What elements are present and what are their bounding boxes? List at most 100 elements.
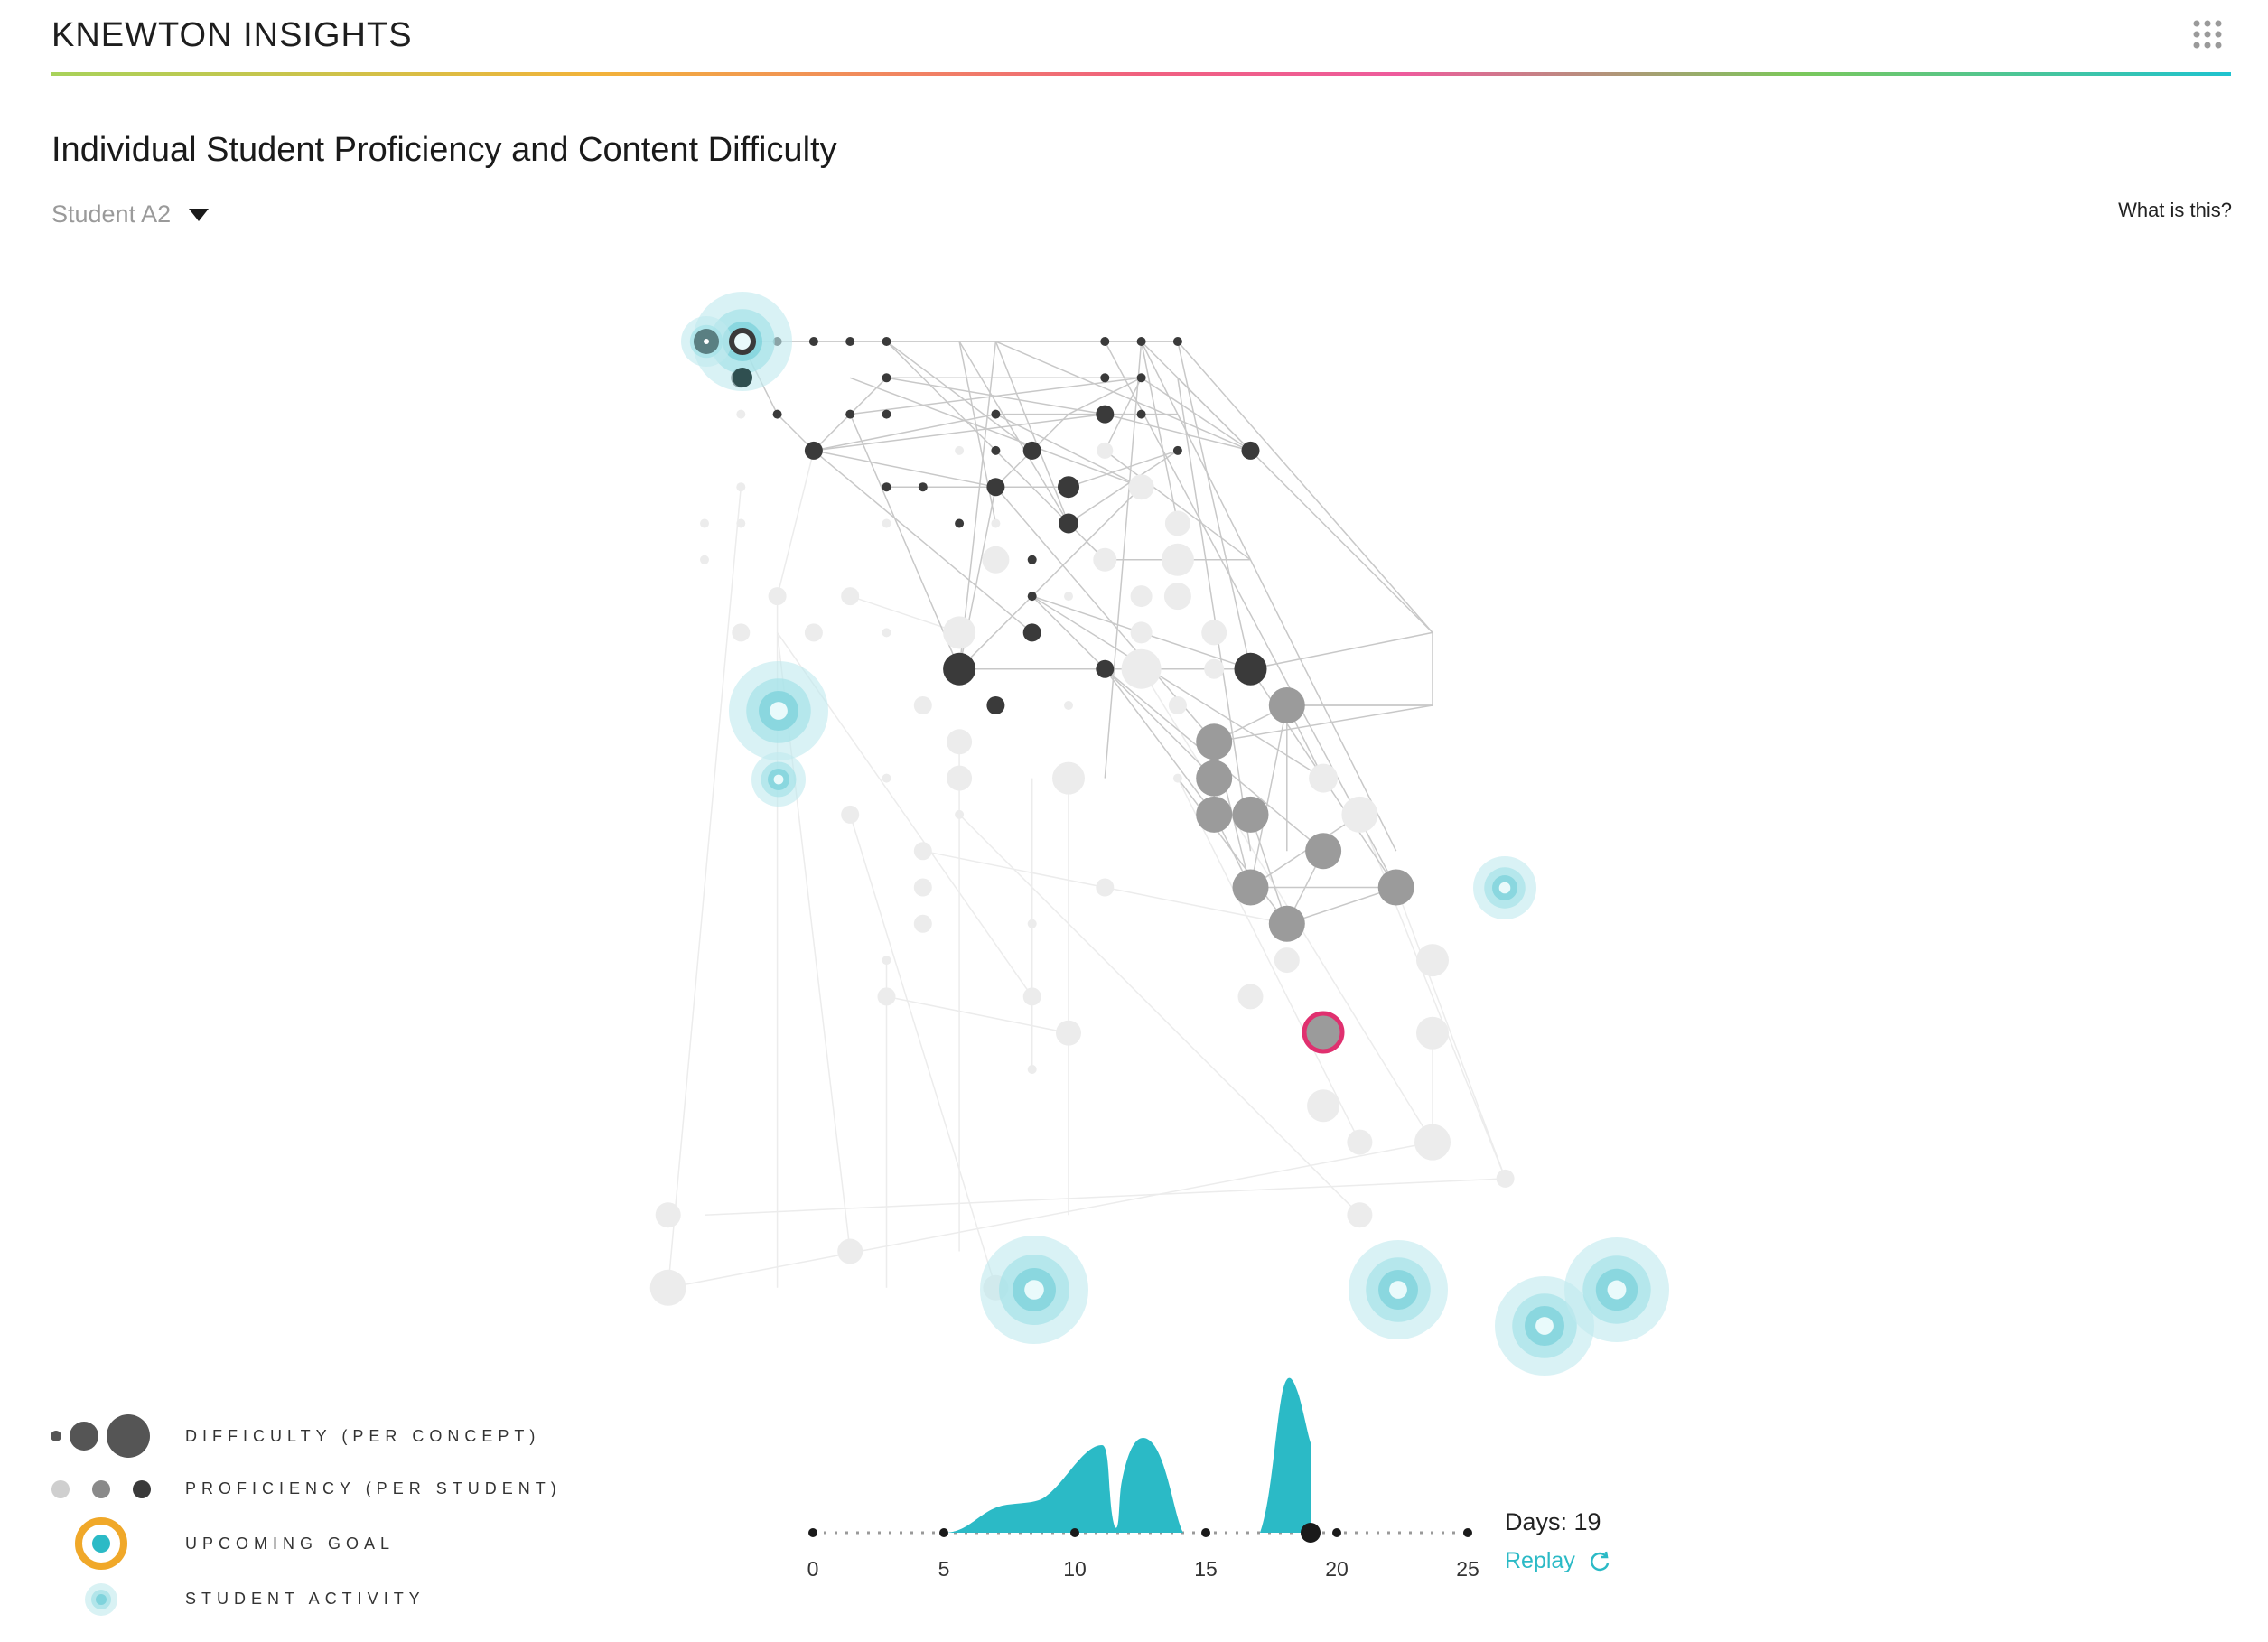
concept-node xyxy=(882,409,891,419)
concept-node xyxy=(1093,547,1117,572)
concept-node xyxy=(882,628,891,638)
concept-node xyxy=(1305,833,1342,870)
concept-node xyxy=(841,587,860,606)
app-title: KNEWTON INSIGHTS xyxy=(51,16,413,54)
concept-node xyxy=(913,878,932,897)
concept-node xyxy=(649,1269,686,1306)
legend-difficulty-label: DIFFICULTY (PER CONCEPT) xyxy=(185,1427,541,1445)
concept-node xyxy=(1196,723,1233,760)
concept-node xyxy=(736,518,746,528)
concept-node xyxy=(736,409,746,419)
concept-node xyxy=(1058,476,1079,499)
concept-node xyxy=(882,373,891,383)
legend-proficiency-label: PROFICIENCY (PER STUDENT) xyxy=(185,1479,562,1497)
concept-node xyxy=(732,623,751,642)
concept-node xyxy=(808,337,818,346)
concept-node xyxy=(991,518,1001,528)
graph-nodes xyxy=(649,292,1669,1376)
concept-node xyxy=(982,546,1010,574)
concept-node xyxy=(1416,944,1449,977)
timeline-tick-dot xyxy=(1463,1528,1472,1537)
activity-halo xyxy=(980,1236,1088,1344)
concept-node xyxy=(845,409,855,419)
legend-goal-label: UPCOMING GOAL xyxy=(185,1535,396,1553)
concept-node xyxy=(1022,623,1041,642)
concept-node xyxy=(1232,796,1269,833)
concept-node xyxy=(1096,405,1115,424)
concept-node xyxy=(1130,585,1153,608)
concept-node xyxy=(1136,409,1146,419)
concept-node xyxy=(1161,543,1194,576)
concept-node xyxy=(1234,652,1267,686)
concept-node xyxy=(955,445,965,455)
concept-node xyxy=(1164,510,1190,536)
student-select[interactable]: Student A2 xyxy=(51,201,210,229)
concept-node xyxy=(1100,337,1110,346)
concept-node xyxy=(1347,1202,1373,1228)
concept-node xyxy=(736,482,746,492)
activity-halo xyxy=(693,292,792,391)
concept-node xyxy=(804,623,823,642)
page-title: Individual Student Proficiency and Conte… xyxy=(51,131,837,169)
concept-node xyxy=(1097,442,1114,459)
refresh-icon xyxy=(1590,1551,1610,1571)
concept-node xyxy=(1172,773,1182,783)
concept-node xyxy=(1052,761,1085,795)
concept-node xyxy=(1022,987,1041,1006)
concept-node xyxy=(1064,701,1073,710)
concept-node xyxy=(1341,796,1378,833)
concept-node xyxy=(1027,555,1037,564)
timeline-tick-label: 10 xyxy=(1063,1557,1087,1581)
concept-node xyxy=(991,445,1001,455)
concept-node xyxy=(1274,947,1300,974)
concept-node xyxy=(1121,648,1162,689)
grid-icon[interactable] xyxy=(2191,18,2224,51)
start-node xyxy=(733,368,752,387)
concept-node xyxy=(1347,1129,1373,1155)
concept-node xyxy=(804,441,823,460)
replay-label: Replay xyxy=(1505,1548,1575,1573)
concept-node xyxy=(882,518,891,528)
concept-node xyxy=(955,809,965,819)
concept-node xyxy=(772,409,782,419)
concept-node xyxy=(913,914,932,933)
concept-node xyxy=(1196,760,1233,797)
concept-node xyxy=(1096,659,1115,678)
activity-halo xyxy=(1473,856,1536,919)
concept-node xyxy=(700,518,709,528)
concept-node xyxy=(1096,878,1115,897)
concept-node xyxy=(1130,621,1153,644)
legend-activity-label: STUDENT ACTIVITY xyxy=(185,1590,425,1608)
concept-node xyxy=(1128,474,1154,500)
concept-node xyxy=(986,478,1005,497)
concept-node xyxy=(882,337,891,346)
concept-node xyxy=(882,773,891,783)
concept-node xyxy=(1059,513,1078,534)
concept-node xyxy=(1377,869,1414,906)
concept-node xyxy=(837,1238,863,1264)
replay-button[interactable]: Replay xyxy=(1505,1548,1611,1574)
student-select-value: Student A2 xyxy=(51,201,172,228)
concept-node xyxy=(947,765,973,791)
what-is-this-link[interactable]: What is this? xyxy=(2118,199,2232,221)
legend-activity-icon xyxy=(85,1583,117,1616)
legend-difficulty-icon xyxy=(51,1414,150,1458)
graph-edges-faint xyxy=(667,450,1507,1289)
concept-node xyxy=(768,587,787,606)
concept-node xyxy=(1163,583,1191,611)
concept-node xyxy=(1307,1089,1340,1123)
start-node-center xyxy=(704,339,709,344)
concept-node xyxy=(955,518,965,528)
activity-halo xyxy=(729,661,828,760)
activity-halo xyxy=(751,752,806,807)
timeline-tick-label: 15 xyxy=(1194,1557,1218,1581)
concept-node xyxy=(1064,592,1073,602)
activity-halo xyxy=(1349,1240,1448,1339)
timeline-current-marker xyxy=(1301,1523,1321,1543)
timeline-tick-label: 0 xyxy=(807,1557,819,1581)
concept-node xyxy=(882,482,891,492)
timeline-tick-label: 20 xyxy=(1325,1557,1349,1581)
concept-node xyxy=(913,696,932,714)
